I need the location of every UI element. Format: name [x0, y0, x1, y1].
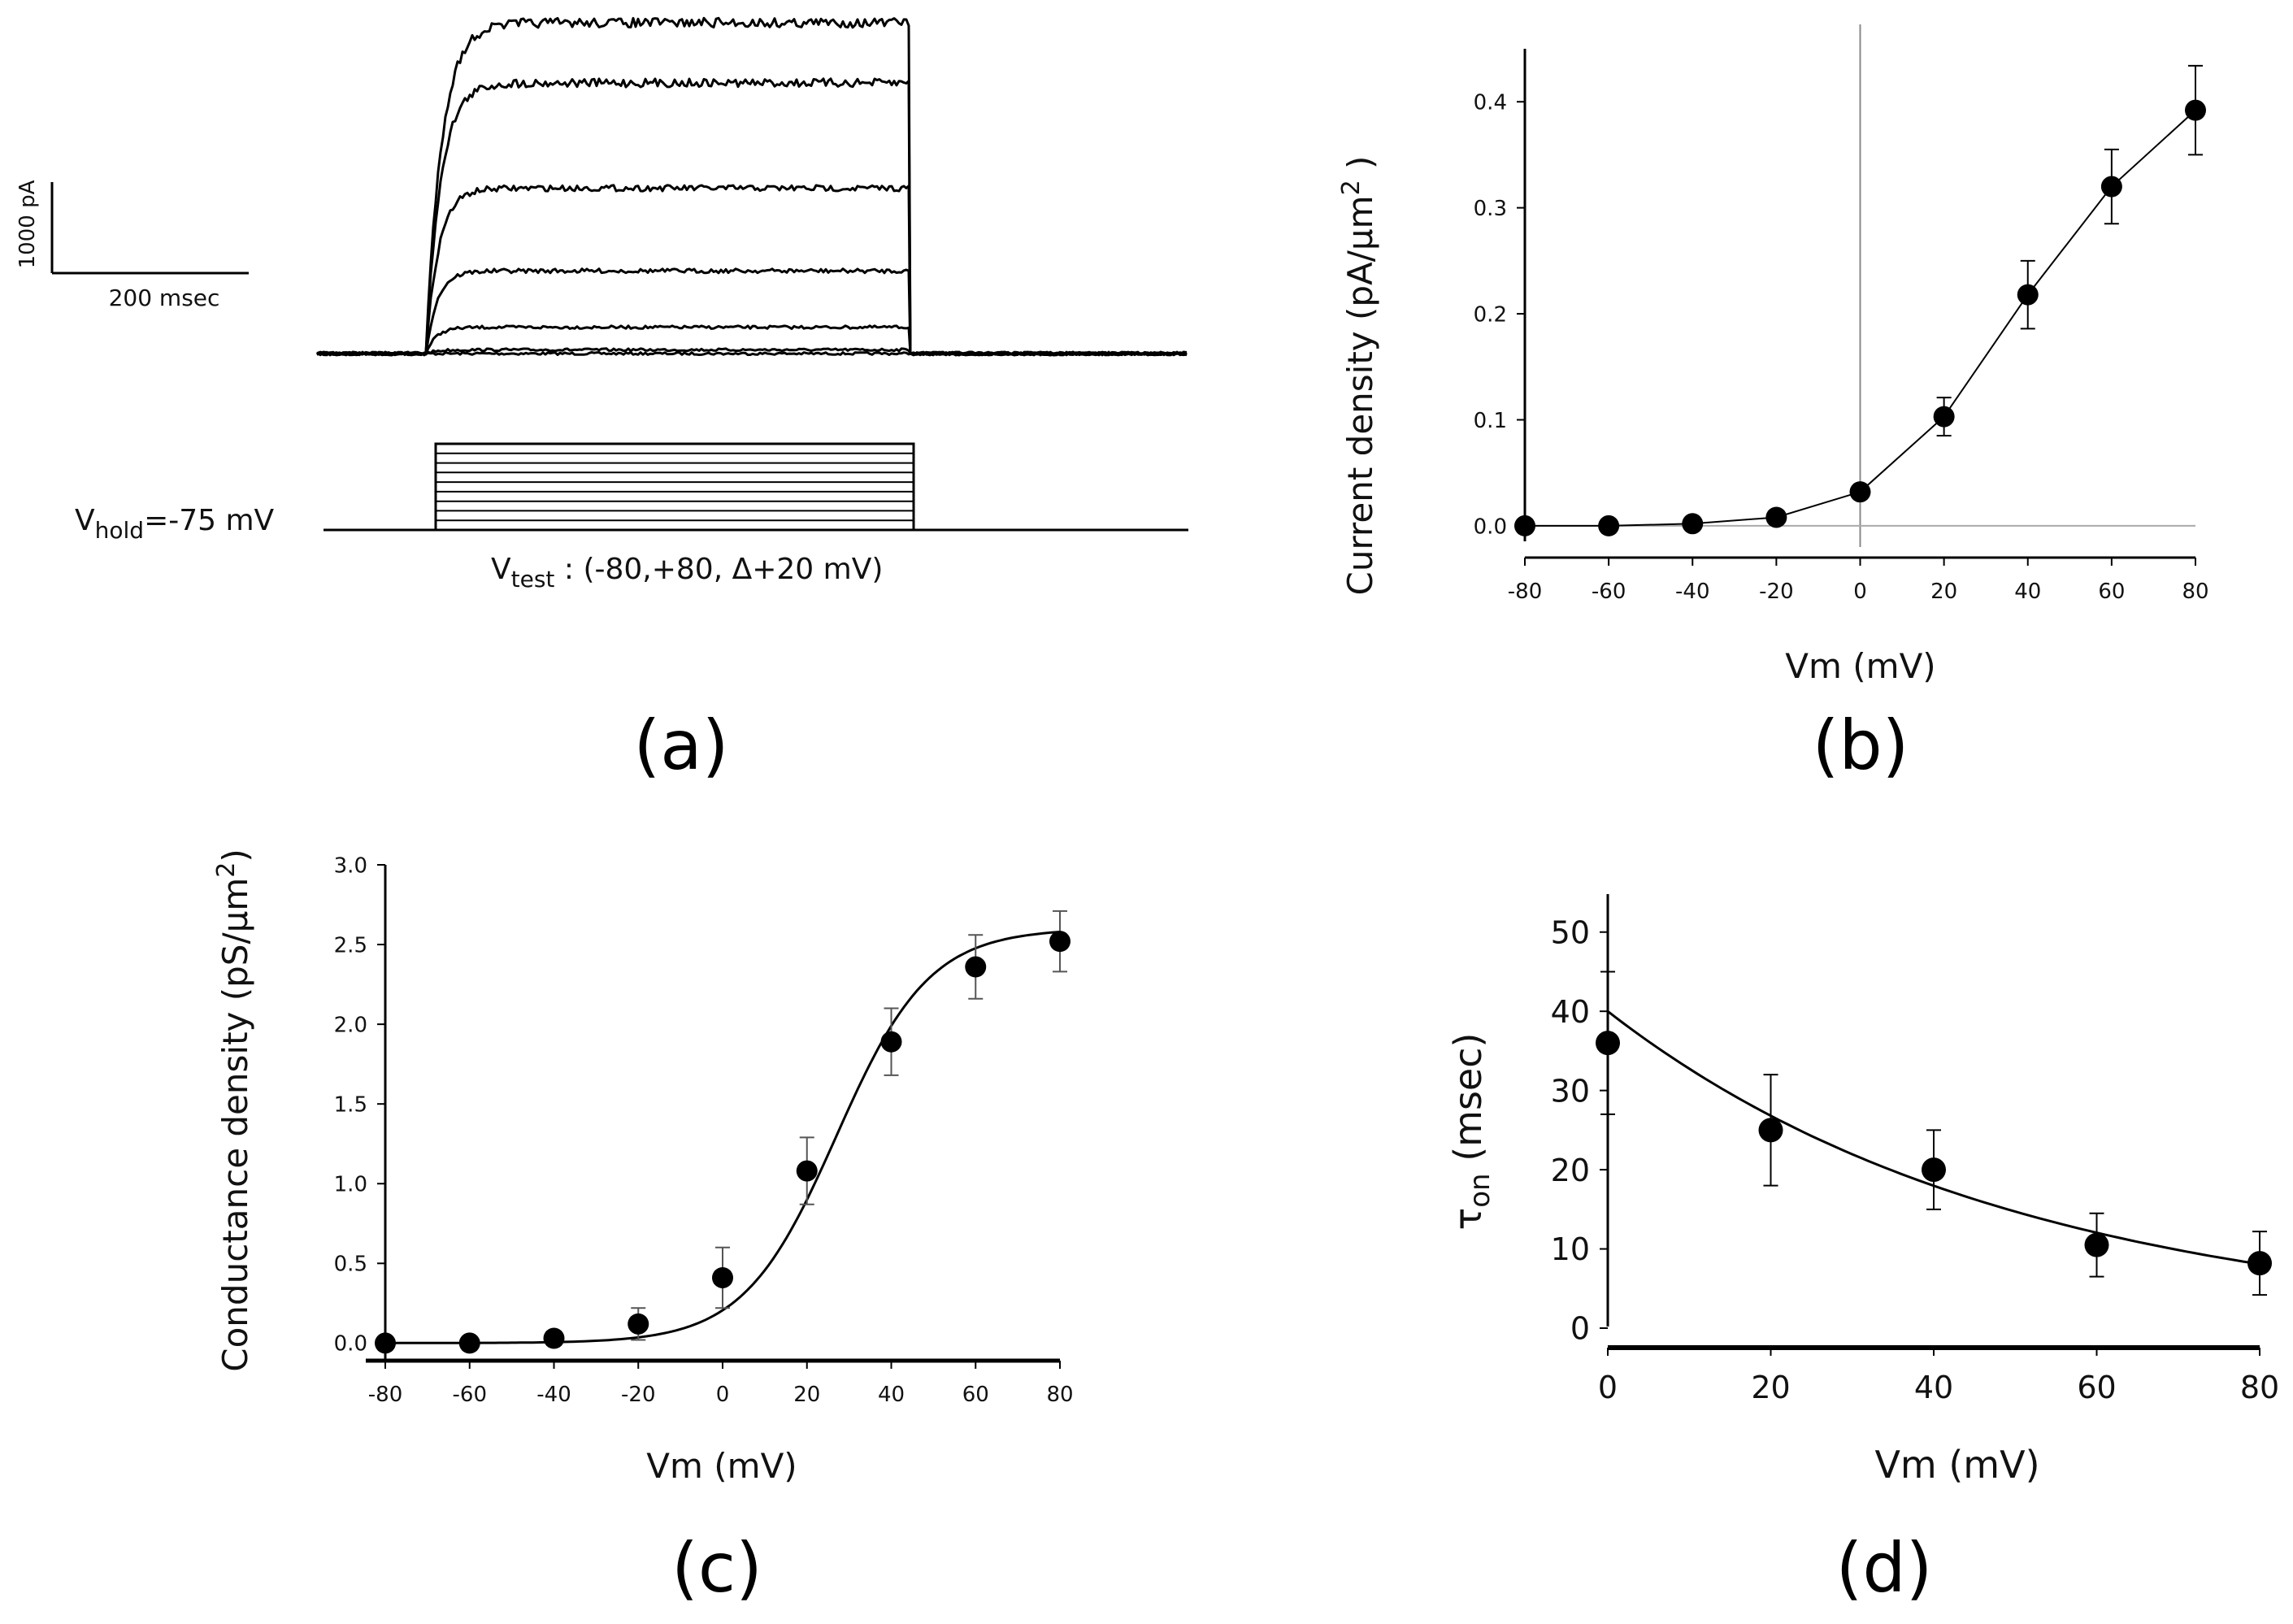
panel-c-point-4: [712, 1266, 733, 1288]
panel-b-point-5: [1933, 406, 1955, 428]
panel-d-point-4: [2247, 1251, 2272, 1276]
panel-b-point-8: [2185, 99, 2206, 121]
panel-b-plot: 0.0 0.1 0.2 0.3 0.4 -80 -60 -40 -20 0 20 40 60 80: [1474, 24, 2209, 604]
panel-d-xlabel: Vm (mV): [1874, 1443, 2039, 1487]
panel-c-xtick-label-5: 20: [793, 1383, 820, 1407]
panel-c-point-5: [796, 1160, 818, 1182]
panel-c-label: (c): [671, 1528, 762, 1608]
panel-c-xtick-label-3: -20: [621, 1383, 655, 1407]
panel-b-xtick-label-8: 80: [2182, 580, 2208, 604]
panel-b-point-1: [1598, 515, 1620, 536]
protocol-step-lines: [436, 452, 914, 522]
panel-c-point-2: [543, 1327, 565, 1349]
panel-c-ytick-label-5: 2.5: [334, 933, 367, 957]
panel-b-xtick-label-7: 60: [2098, 580, 2125, 604]
panel-d-ytick-label-2: 20: [1551, 1153, 1590, 1188]
current-trace-6: [316, 16, 1188, 357]
panel-c-xtick-label-4: 0: [716, 1383, 730, 1407]
panel-b-xtick-label-1: -60: [1592, 580, 1626, 604]
panel-b-ytick-label-4: 0.4: [1474, 91, 1507, 115]
panel-d-ylabel: τon (msec): [1446, 1033, 1496, 1231]
panel-c-point-8: [1049, 931, 1071, 953]
panel-d-ytick-label-5: 50: [1551, 914, 1590, 950]
panel-c-fit-line: [385, 931, 1061, 1344]
panel-b-xtick-label-2: -40: [1675, 580, 1709, 604]
panel-b-xtick-label-0: -80: [1508, 580, 1542, 604]
panel-a: 1000 pA 200 msec Vhold=-75 mV Vtest : (-…: [15, 16, 1188, 785]
panel-b-point-0: [1514, 515, 1535, 536]
panel-b-label: (b): [1813, 706, 1909, 785]
panel-b-ytick-label-3: 0.3: [1474, 197, 1507, 221]
panel-c-xtick-label-0: -80: [368, 1383, 402, 1407]
panel-b-ytick-label-2: 0.2: [1474, 302, 1507, 327]
panel-b-point-3: [1765, 506, 1787, 528]
panel-d-point-2: [1922, 1157, 1946, 1183]
panel-c-point-3: [628, 1313, 649, 1335]
panel-c-point-1: [458, 1332, 480, 1354]
panel-c-xlabel: Vm (mV): [646, 1446, 797, 1486]
panel-d-xtick-label-3: 60: [2077, 1370, 2116, 1405]
panel-c-ylabel: Conductance density (pS/μm2): [212, 849, 255, 1371]
panel-d-ytick-label-0: 0: [1570, 1311, 1590, 1347]
panel-d-xtick-label-0: 0: [1598, 1370, 1618, 1405]
panel-c: 0.0 0.5 1.0 1.5 2.0 2.5 3.0 -80 -60 -40 -20 0 20 40 60…: [212, 849, 1074, 1608]
panel-d-label: (d): [1836, 1528, 1933, 1608]
panel-c-ytick-label-3: 1.5: [334, 1093, 367, 1118]
panel-b-xtick-label-6: 40: [2014, 580, 2041, 604]
panel-c-point-7: [965, 956, 987, 978]
panel-c-xtick-label-8: 80: [1046, 1383, 1073, 1407]
panel-a-label: (a): [633, 706, 728, 785]
panel-d-plot: 0 10 20 30 40 50 0 20 40 60 80: [1551, 894, 2279, 1405]
scale-bar-time-label: 200 msec: [109, 284, 220, 311]
protocol-step-box: [434, 442, 915, 532]
panel-d-xtick-label-4: 80: [2240, 1370, 2279, 1405]
panel-c-ytick-label-4: 2.0: [334, 1013, 367, 1037]
panel-b-ytick-label-0: 0.0: [1474, 515, 1507, 539]
panel-c-ytick-label-1: 0.5: [334, 1253, 367, 1277]
panel-d-ytick-label-4: 40: [1551, 994, 1590, 1030]
panel-d-xtick-label-2: 40: [1914, 1370, 1953, 1405]
panel-d-point-1: [1758, 1118, 1783, 1143]
panel-c-ytick-label-0: 0.0: [334, 1332, 367, 1357]
panel-c-point-0: [375, 1332, 396, 1354]
panel-b-xtick-label-5: 20: [1930, 580, 1957, 604]
panel-b-point-7: [2100, 176, 2122, 198]
panel-d-point-3: [2084, 1232, 2109, 1257]
panel-c-xtick-label-1: -60: [453, 1383, 487, 1407]
panel-b-ylabel: Current density (pA/μm2 ): [1337, 156, 1380, 596]
holding-potential-label: Vhold=-75 mV: [75, 504, 275, 544]
test-potential-label: Vtest : (-80,+80, Δ+20 mV): [491, 553, 883, 593]
panel-d-point-0: [1596, 1031, 1620, 1056]
panel-d-xtick-label-1: 20: [1751, 1370, 1790, 1405]
panel-c-ytick-label-2: 1.0: [334, 1173, 367, 1197]
panel-c-plot: 0.0 0.5 1.0 1.5 2.0 2.5 3.0 -80 -60 -40 -20 0 20 40 60…: [334, 853, 1074, 1407]
panel-c-ytick-label-6: 3.0: [334, 853, 367, 878]
panel-b-point-6: [2017, 284, 2039, 306]
panel-b-xlabel: Vm (mV): [1785, 646, 1935, 686]
voltage-protocol: [324, 442, 1188, 532]
panel-c-xtick-label-7: 60: [962, 1383, 989, 1407]
panel-c-xtick-label-6: 40: [878, 1383, 905, 1407]
current-trace-3: [316, 267, 1188, 357]
panel-b-xtick-label-3: -20: [1759, 580, 1793, 604]
panel-d-ytick-label-3: 30: [1551, 1073, 1590, 1109]
panel-d-ytick-label-1: 10: [1551, 1231, 1590, 1267]
panel-b-point-2: [1682, 513, 1704, 535]
scale-bar-current-label: 1000 pA: [15, 180, 40, 268]
panel-b-ytick-label-1: 0.1: [1474, 409, 1507, 433]
panel-c-xtick-label-2: -40: [536, 1383, 571, 1407]
panel-c-point-6: [880, 1031, 902, 1053]
panel-b-point-4: [1849, 481, 1871, 503]
current-traces: [316, 16, 1188, 357]
panel-b: 0.0 0.1 0.2 0.3 0.4 -80 -60 -40 -20 0 20 40 60 80 Vm …: [1337, 24, 2209, 785]
panel-b-xtick-label-4: 0: [1853, 580, 1867, 604]
